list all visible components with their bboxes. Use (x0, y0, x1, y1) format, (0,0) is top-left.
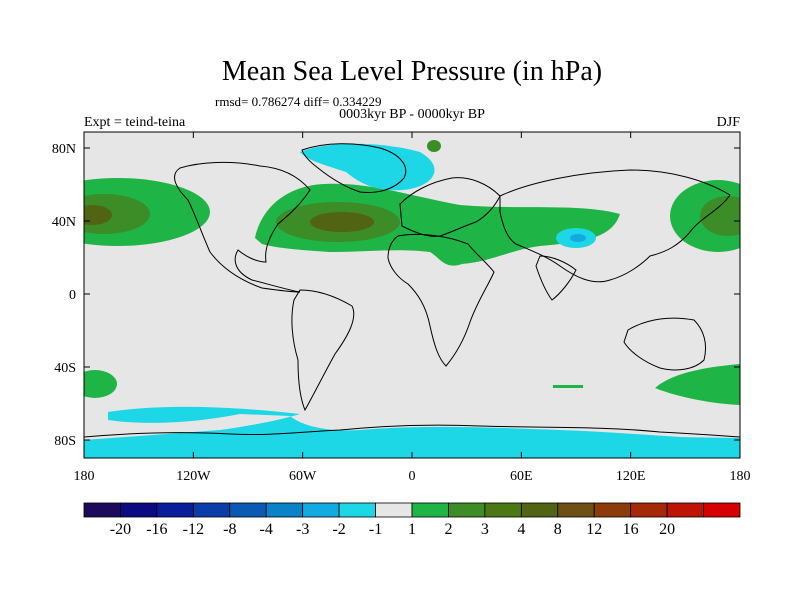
x-tick-label: 120W (176, 469, 211, 484)
x-tick-label: 60W (289, 469, 317, 484)
tibet-negative-core (570, 234, 586, 242)
map-ticks: 80N 40N 0 40S 80S 180 120W 60W 0 60E 120E 180 (52, 132, 751, 484)
coastlines (84, 143, 740, 438)
south-indian-anomaly (553, 385, 583, 388)
anomaly-fill-layer (84, 140, 740, 458)
x-tick-label: 180 (730, 469, 751, 484)
coastline-south-america (291, 289, 355, 412)
arctic-negative-anomaly (300, 143, 435, 191)
colorbar-swatch (120, 502, 158, 518)
colorbar-swatch (484, 502, 522, 518)
x-tick-label: 180 (74, 469, 95, 484)
colorbar-swatch (375, 502, 413, 518)
experiment-label: Expt = teind-teina (84, 115, 186, 130)
season-label: DJF (717, 115, 741, 130)
colorbar-label: -4 (260, 521, 273, 538)
colorbar-swatch (630, 502, 668, 518)
colorbar-swatch (520, 502, 559, 518)
colorbar-swatch (302, 502, 340, 518)
coastline-greenland (301, 143, 407, 193)
colorbar-label: -2 (332, 521, 345, 538)
colorbar-label: 4 (517, 521, 525, 538)
colorbar-label: 20 (659, 521, 675, 538)
north-pacific-west-peak (84, 205, 112, 225)
colorbar-label: -16 (146, 521, 167, 538)
colorbar-label: 8 (554, 521, 562, 538)
y-tick-label: 80S (54, 434, 76, 449)
colorbar-swatch (666, 502, 704, 518)
colorbar-label: -12 (183, 521, 204, 538)
y-tick-label: 80N (52, 142, 76, 157)
colorbar-label: -3 (296, 521, 309, 538)
y-tick-label: 0 (69, 288, 76, 303)
x-tick-label: 60E (510, 469, 533, 484)
coastline-north-america (174, 161, 311, 293)
antarctic-coast-negative (84, 435, 740, 458)
colorbar-swatch (448, 502, 486, 518)
coastline-australia (623, 317, 707, 371)
colorbar-label: -8 (223, 521, 236, 538)
colorbar-swatch (83, 502, 121, 518)
colorbar-label: 12 (586, 521, 602, 538)
coastline-asia (499, 169, 731, 283)
barents-anomaly (427, 140, 441, 152)
y-tick-label: 40N (52, 215, 76, 230)
coastline-europe (399, 177, 501, 237)
south-pacific-east-anomaly (655, 364, 740, 405)
colorbar-swatch (593, 502, 632, 518)
colorbar-label: 3 (481, 521, 489, 538)
colorbar-label: -20 (110, 521, 131, 538)
colorbar-label: 1 (408, 521, 416, 538)
colorbar-swatch (265, 502, 304, 518)
period-line: 0003kyr BP - 0000kyr BP (339, 107, 485, 122)
x-tick-label: 0 (409, 469, 416, 484)
colorbar-swatch (192, 502, 231, 518)
map-panel: 80N 40N 0 40S 80S 180 120W 60W 0 60E 120E 180 (52, 131, 751, 484)
colorbar-swatch (411, 502, 449, 518)
coastline-antarctica (84, 424, 740, 438)
colorbar-swatch (156, 502, 194, 518)
coastline-india (535, 255, 577, 301)
north-atlantic-peak (310, 212, 374, 232)
south-pacific-west-anomaly (84, 370, 117, 398)
x-tick-label: 120E (616, 469, 646, 484)
colorbar-swatch (557, 502, 595, 518)
colorbar-swatch (338, 502, 376, 518)
colorbar-swatch (703, 502, 741, 518)
colorbar-swatch (229, 502, 267, 518)
north-pacific-east-core (700, 196, 740, 236)
y-tick-label: 40S (54, 361, 76, 376)
colorbar-label: -1 (369, 521, 382, 538)
colorbar-label: 2 (444, 521, 452, 538)
colorbar: -20 -16 -12 -8 -4 -3 -2 -1 1 2 3 4 8 12 16 20 (83, 502, 741, 538)
figure-title: Mean Sea Level Pressure (in hPa) (222, 56, 602, 87)
colorbar-label: 16 (623, 521, 639, 538)
stats-line: rmsd= 0.786274 diff= 0.334229 (215, 94, 381, 109)
coastline-africa (387, 233, 495, 367)
